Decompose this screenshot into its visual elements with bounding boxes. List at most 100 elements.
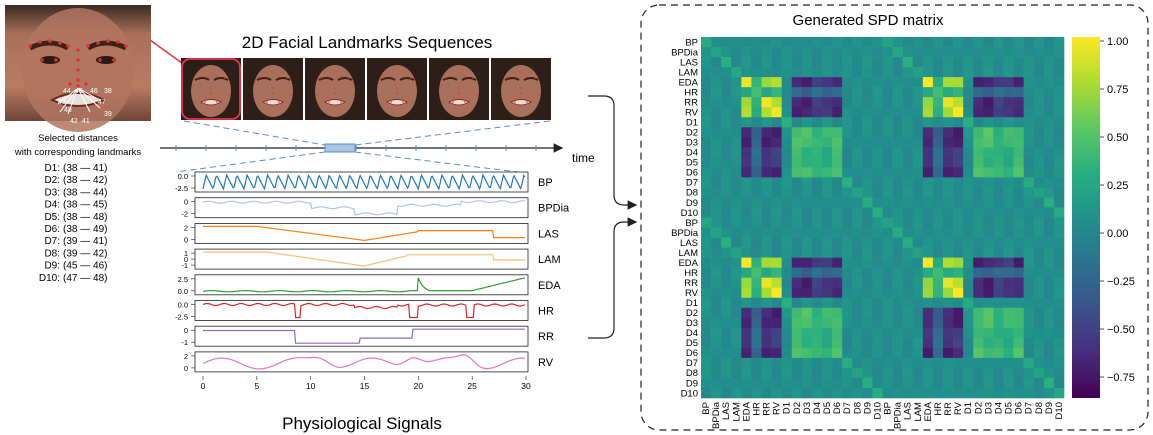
signal-ytick: 2 xyxy=(184,352,188,361)
matrix-col-label: D1 xyxy=(782,402,793,414)
signal-xtick: 25 xyxy=(467,381,477,391)
distance-pair: (38 — 42) xyxy=(63,175,107,186)
signal-ytick: 0 xyxy=(184,255,188,264)
face-frame xyxy=(305,58,365,120)
landmark-dot xyxy=(76,68,80,72)
frame-strip xyxy=(181,58,551,120)
landmark-number: 49 xyxy=(58,99,66,106)
colorbar-tick: −0.25 xyxy=(1107,276,1135,288)
landmark-dot xyxy=(28,44,32,48)
face-frame xyxy=(367,58,427,120)
signal-xtick: 20 xyxy=(414,381,424,391)
face-frame xyxy=(429,58,489,120)
landmark-number: 47 xyxy=(98,99,106,106)
distance-pair: (38 — 49) xyxy=(63,224,107,235)
signal-ytick: 0.0 xyxy=(178,172,188,181)
signal-ytick: 0 xyxy=(184,198,188,207)
colorbar-tick: 0.25 xyxy=(1107,180,1128,192)
signal-xtick: 5 xyxy=(254,381,259,391)
matrix-row-label: D1 xyxy=(686,298,698,309)
matrix-row-label: D4 xyxy=(686,148,698,159)
matrix-row-label: D2 xyxy=(686,308,698,319)
matrix-row-label: RR xyxy=(684,278,698,289)
matrix-row-label: D7 xyxy=(686,178,698,189)
matrix-row-label: D9 xyxy=(686,378,698,389)
landmark-dot xyxy=(98,58,102,62)
matrix-row-label: LAM xyxy=(678,67,698,78)
matrix-col-label: RV xyxy=(953,401,964,415)
landmark-dot xyxy=(76,84,80,88)
matrix-row-label: BP xyxy=(685,37,698,48)
landmark-dot xyxy=(112,58,116,62)
distance-name: D6: xyxy=(44,224,60,235)
signal-name: LAM xyxy=(538,254,561,266)
matrix-row-label: D6 xyxy=(686,168,698,179)
signal-panel: HR 0.0 -2.5 xyxy=(175,300,554,322)
landmark-number: 42 xyxy=(70,118,78,125)
landmark-dot xyxy=(66,44,70,48)
signal-ytick: -2.5 xyxy=(175,313,188,322)
spd-heatmap xyxy=(701,37,1065,399)
distance-name: D7: xyxy=(44,236,60,247)
matrix-row-label: HR xyxy=(684,87,698,98)
distance-pair: (47 — 48) xyxy=(63,273,107,284)
landmark-dot xyxy=(84,82,88,86)
signal-ytick: 0.0 xyxy=(178,287,188,296)
landmark-dot xyxy=(116,40,120,44)
matrix-col-label: D7 xyxy=(1024,402,1035,414)
signal-line xyxy=(202,200,525,216)
signal-line xyxy=(202,277,526,293)
distance-line xyxy=(77,87,91,113)
matrix-row-label: D5 xyxy=(686,338,698,349)
matrix-col-label: BPDia xyxy=(893,401,904,429)
distance-name: D1: xyxy=(44,163,60,174)
colorbar-tick: 1.00 xyxy=(1107,36,1128,48)
matrix-row-label: BP xyxy=(685,218,698,229)
signal-ytick: 0 xyxy=(184,235,188,244)
distances-heading-2: with corresponding landmarks xyxy=(14,147,141,158)
matrix-row-label: LAS xyxy=(680,238,698,249)
matrix-row-label: D3 xyxy=(686,318,698,329)
distances-list: Selected distances with corresponding la… xyxy=(14,133,141,284)
landmark-dot xyxy=(76,58,80,62)
signal-x-axis: 0 5 10 15 20 25 30 xyxy=(201,376,531,391)
matrix-row-label: D3 xyxy=(686,138,698,149)
matrix-row-label: RV xyxy=(685,108,699,119)
signal-ytick: -1 xyxy=(181,261,188,270)
signal-xtick: 15 xyxy=(360,381,370,391)
distance-pair: (39 — 42) xyxy=(63,248,107,259)
matrix-col-label: EDA xyxy=(923,401,934,421)
matrix-row-label: RR xyxy=(684,97,698,108)
matrix-col-label: D10 xyxy=(1054,402,1065,419)
signal-ytick: 2 xyxy=(184,223,188,232)
matrix-col-label: BP xyxy=(701,402,712,415)
signal-ytick: 0 xyxy=(184,364,188,373)
signal-name: RR xyxy=(538,331,554,343)
landmark-number: 38 xyxy=(104,88,112,95)
matrix-row-label: LAS xyxy=(680,57,698,68)
landmark-number: 44 xyxy=(63,88,71,95)
distance-pair: (38 — 48) xyxy=(63,212,107,223)
zoom-dash-left xyxy=(183,120,326,146)
zoom-dash-right-lower xyxy=(354,151,519,173)
matrix-col-label: D2 xyxy=(973,402,984,414)
matrix-frame xyxy=(640,4,1149,431)
landmark-dot xyxy=(48,39,52,43)
matrix-row-label: D8 xyxy=(686,188,698,199)
matrix-col-label: D2 xyxy=(792,402,803,414)
colorbar xyxy=(1072,37,1100,398)
matrix-row-label: LAM xyxy=(678,248,698,259)
signal-panel: RV 2 0 xyxy=(184,351,554,373)
landmark-dot xyxy=(76,78,80,82)
signal-name: EDA xyxy=(538,280,561,292)
matrix-col-label: RR xyxy=(762,402,773,416)
matrix-row-label: BPDia xyxy=(671,47,699,58)
matrix-row-label: D6 xyxy=(686,348,698,359)
matrix-col-label: D3 xyxy=(802,402,813,414)
matrix-col-label: BPDia xyxy=(711,401,722,429)
matrix-col-label: BP xyxy=(883,402,894,415)
colorbar-tick: −0.75 xyxy=(1107,372,1135,384)
matrix-col-label: D9 xyxy=(862,402,873,414)
matrix-row-label: EDA xyxy=(678,258,698,269)
signal-line xyxy=(202,173,526,191)
